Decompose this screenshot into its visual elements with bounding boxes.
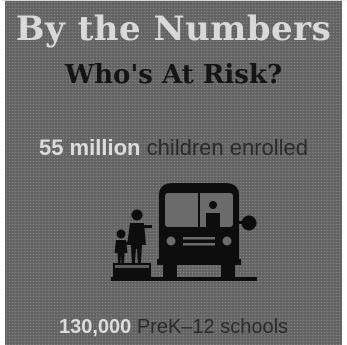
stat-label: PreK–12 schools [137,316,288,338]
school-bus-with-children-icon [109,177,259,283]
stat-label: children enrolled [147,135,308,160]
stat-schools: 130,000 PreK–12 schools [5,314,342,340]
stat-value: 130,000 [59,316,131,338]
stat-children-enrolled: 55 million children enrolled [5,134,342,162]
stat-value: 55 million [39,135,140,160]
page-subtitle: Who's At Risk? [5,59,342,91]
page-title: By the Numbers [5,9,342,49]
